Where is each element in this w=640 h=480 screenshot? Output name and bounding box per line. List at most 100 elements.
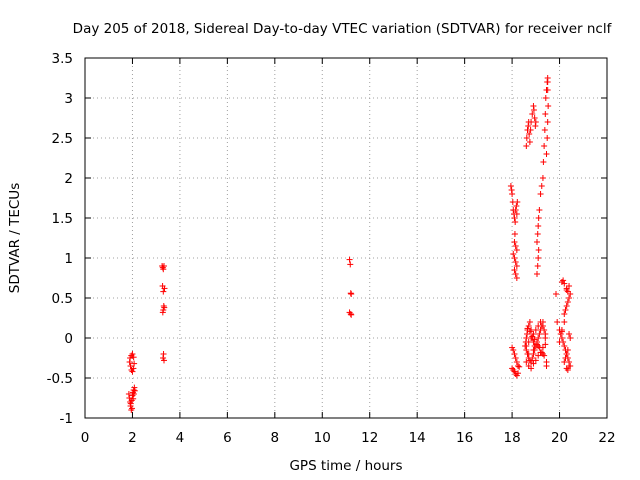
data-point: [540, 159, 547, 165]
data-point: [544, 119, 551, 125]
data-point: [563, 303, 570, 309]
data-point: [537, 191, 544, 197]
data-point: [531, 336, 538, 343]
x-tick-label: 20: [551, 430, 568, 446]
y-tick-label: 1: [64, 251, 73, 267]
data-point: [544, 135, 551, 141]
data-point: [513, 359, 520, 365]
data-point: [534, 231, 541, 237]
data-point: [129, 351, 136, 357]
data-point: [525, 351, 532, 357]
x-axis-title: GPS time / hours: [289, 458, 402, 474]
data-point: [535, 215, 542, 221]
data-point: [513, 211, 520, 217]
data-point: [511, 239, 518, 245]
data-point: [541, 143, 548, 149]
data-point: [536, 207, 543, 213]
data-point: [539, 351, 546, 357]
data-point: [539, 344, 546, 351]
data-point: [527, 127, 534, 133]
data-point: [515, 370, 522, 377]
data-point: [513, 263, 520, 269]
data-point: [130, 354, 137, 361]
data-point: [544, 87, 551, 93]
data-point: [560, 277, 567, 284]
data-point: [566, 363, 573, 369]
data-point: [531, 115, 538, 121]
y-tick-label: 2: [64, 171, 73, 187]
data-point: [537, 319, 544, 325]
data-point: [526, 131, 533, 137]
data-point: [510, 251, 517, 257]
y-tick-label: 0: [64, 331, 73, 347]
data-point: [544, 79, 551, 85]
data-point: [564, 367, 571, 373]
data-point: [529, 333, 536, 340]
x-tick-label: 6: [223, 430, 232, 446]
data-point: [130, 391, 137, 397]
data-point: [530, 347, 537, 353]
data-point: [561, 319, 568, 325]
data-point: [526, 139, 533, 145]
data-point: [512, 271, 519, 277]
x-tick-label: 10: [314, 430, 331, 446]
data-point: [542, 331, 549, 337]
data-point: [535, 247, 542, 253]
y-tick-label: 2.5: [52, 131, 73, 147]
data-point: [513, 275, 520, 281]
y-tick-label: -0.5: [47, 371, 73, 387]
data-point: [539, 175, 546, 181]
x-tick-label: 8: [271, 430, 280, 446]
data-point: [561, 280, 568, 287]
data-point: [128, 405, 135, 412]
data-point: [561, 359, 568, 365]
data-point: [511, 267, 518, 273]
data-point: [528, 365, 535, 372]
x-tick-labels: 0 2 4 6 8 10 12 14 16 18 20 22: [81, 430, 616, 446]
data-point: [160, 266, 167, 273]
y-tick-label: 3.5: [52, 51, 73, 67]
data-point: [510, 347, 517, 353]
data-point: [348, 311, 355, 318]
data-point: [515, 363, 522, 369]
data-point: [532, 119, 539, 125]
data-point: [511, 255, 518, 261]
data-point: [130, 365, 137, 372]
data-point: [564, 347, 571, 353]
data-points: [125, 75, 574, 413]
data-point: [542, 111, 549, 117]
data-point: [535, 255, 542, 261]
data-point: [509, 191, 516, 197]
plot-frame: [84, 57, 608, 419]
x-tick-label: 18: [503, 430, 520, 446]
data-point: [535, 223, 542, 229]
chart-title: Day 205 of 2018, Sidereal Day-to-day VTE…: [73, 21, 613, 37]
data-point: [566, 331, 573, 337]
data-point: [562, 355, 569, 361]
data-point: [511, 351, 518, 357]
data-point: [541, 127, 548, 133]
data-point: [536, 331, 543, 337]
data-point: [161, 304, 168, 311]
data-point: [552, 291, 559, 297]
data-point: [535, 335, 542, 341]
data-point: [127, 400, 134, 407]
data-point: [532, 327, 539, 333]
data-point: [554, 319, 561, 325]
data-point: [534, 263, 541, 269]
data-point: [545, 103, 552, 109]
data-point: [542, 95, 549, 101]
data-point: [512, 207, 519, 213]
data-point: [511, 215, 518, 221]
y-tick-label: 3: [64, 91, 73, 107]
x-tick-label: 2: [128, 430, 137, 446]
data-point: [566, 295, 573, 301]
data-point: [538, 183, 545, 189]
grid-lines: [85, 58, 607, 418]
data-point: [511, 231, 518, 237]
data-point: [348, 291, 355, 297]
y-tick-label: 1.5: [52, 211, 73, 227]
data-point: [562, 307, 569, 313]
data-point: [512, 259, 519, 265]
data-point: [564, 288, 571, 295]
